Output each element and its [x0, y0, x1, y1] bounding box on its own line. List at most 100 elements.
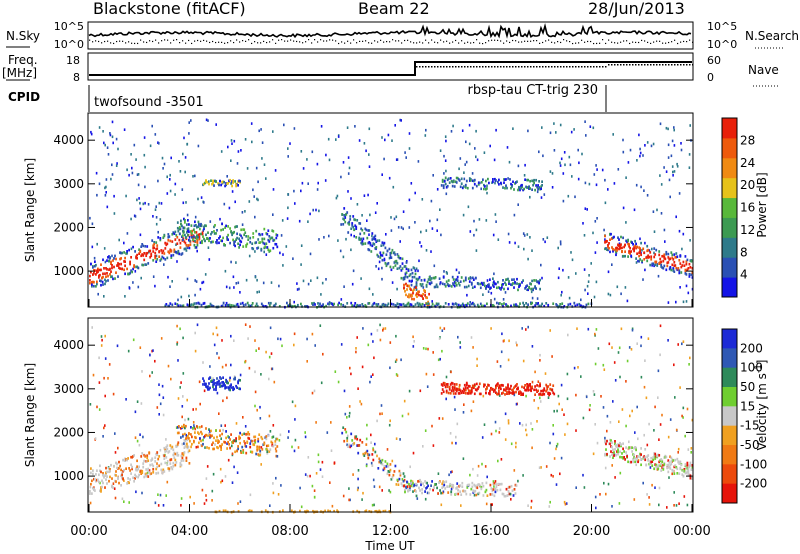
- nsearch-point: [491, 39, 493, 41]
- velocity-cell: [184, 445, 187, 448]
- velocity-cell: [267, 434, 270, 437]
- power-cell: [678, 229, 681, 233]
- power-cell: [361, 239, 364, 243]
- velocity-cell: [656, 454, 659, 458]
- power-cell: [660, 265, 663, 268]
- power-cell: [158, 201, 161, 205]
- velocity-cell: [610, 445, 612, 448]
- velocity-cell: [143, 453, 146, 457]
- velocity-cell: [606, 439, 608, 443]
- velocity-cell: [272, 424, 275, 427]
- power-cell: [197, 225, 200, 229]
- power-cell: [376, 202, 378, 205]
- power-cell: [181, 224, 183, 228]
- velocity-cell: [478, 382, 481, 386]
- nave-point: [668, 64, 670, 66]
- power-cell: [345, 213, 348, 216]
- velocity-cell: [613, 451, 615, 454]
- velocity-cell: [617, 443, 619, 446]
- power-cell: [635, 257, 637, 260]
- power-cell: [211, 304, 214, 308]
- velocity-cell: [346, 436, 349, 440]
- power-cell: [192, 303, 195, 307]
- velocity-cell: [497, 393, 499, 396]
- velocity-cell: [376, 419, 378, 423]
- nsearch-point: [578, 42, 580, 44]
- velocity-cell: [151, 371, 153, 374]
- power-cell: [130, 269, 132, 272]
- velocity-cell: [504, 494, 507, 498]
- nave-point: [548, 66, 550, 68]
- velocity-cell: [229, 438, 231, 441]
- power-cell: [682, 232, 685, 236]
- velocity-cell: [224, 475, 227, 478]
- power-cell: [457, 282, 460, 285]
- power-cell: [537, 302, 539, 305]
- power-cell: [614, 248, 616, 252]
- velocity-cell: [156, 462, 158, 465]
- power-cell: [435, 302, 438, 305]
- velocity-cell: [373, 356, 375, 360]
- velocity-cell: [413, 340, 415, 343]
- power-cell: [456, 279, 459, 282]
- velocity-cell: [515, 441, 517, 445]
- power-cell: [432, 276, 435, 280]
- power-cell: [153, 241, 156, 244]
- velocity-cell: [549, 441, 551, 445]
- power-cell: [381, 277, 383, 281]
- power-cell: [447, 177, 450, 180]
- power-cell: [317, 181, 319, 185]
- power-cell: [431, 300, 433, 303]
- power-cell: [293, 127, 296, 130]
- velocity-cell: [611, 445, 613, 449]
- power-cell: [224, 304, 227, 307]
- velocity-cell: [408, 483, 410, 486]
- velocity-cell: [513, 386, 515, 390]
- velocity-cell: [171, 445, 174, 449]
- nave-point: [440, 66, 442, 68]
- velocity-cell: [239, 441, 241, 445]
- power-cell: [274, 169, 277, 172]
- velocity-cell: [453, 387, 456, 390]
- velocity-cell: [206, 465, 209, 468]
- nsearch-point: [209, 41, 211, 44]
- nave-point: [632, 64, 634, 66]
- velocity-cell: [486, 494, 489, 497]
- power-cell: [649, 251, 652, 254]
- power-cell: [126, 168, 128, 172]
- velocity-cell: [442, 381, 445, 385]
- power-cell: [111, 275, 113, 278]
- velocity-cell: [458, 392, 461, 395]
- power-cell: [99, 268, 101, 272]
- velocity-cell: [453, 395, 456, 399]
- velocity-cell: [594, 332, 596, 336]
- power-cell: [521, 185, 523, 188]
- velocity-cell: [624, 458, 626, 461]
- power-cell: [223, 243, 225, 246]
- nave-point: [449, 66, 451, 68]
- velocity-cell: [514, 492, 517, 495]
- power-cell: [149, 256, 152, 259]
- velocity-cell: [172, 461, 175, 465]
- velocity-cell: [614, 379, 617, 382]
- nave-point: [590, 66, 592, 68]
- nave-point: [164, 74, 166, 76]
- velocity-cell: [142, 462, 145, 465]
- nsearch-point: [488, 40, 490, 42]
- power-cell: [109, 273, 111, 276]
- velocity-cell: [500, 387, 502, 391]
- power-cell: [390, 251, 393, 255]
- velocity-cell: [449, 392, 452, 395]
- velocity-cell: [181, 425, 183, 429]
- power-cell: [467, 205, 470, 209]
- power-cell: [651, 264, 654, 267]
- velocity-cell: [269, 326, 272, 330]
- power-cell: [90, 130, 92, 134]
- power-cell: [197, 144, 200, 148]
- power-cell: [172, 231, 175, 234]
- velocity-cell: [531, 386, 533, 390]
- velocity-cell: [91, 326, 93, 329]
- power-cell: [109, 132, 111, 135]
- power-cell: [381, 254, 384, 257]
- nsearch-point: [182, 40, 184, 42]
